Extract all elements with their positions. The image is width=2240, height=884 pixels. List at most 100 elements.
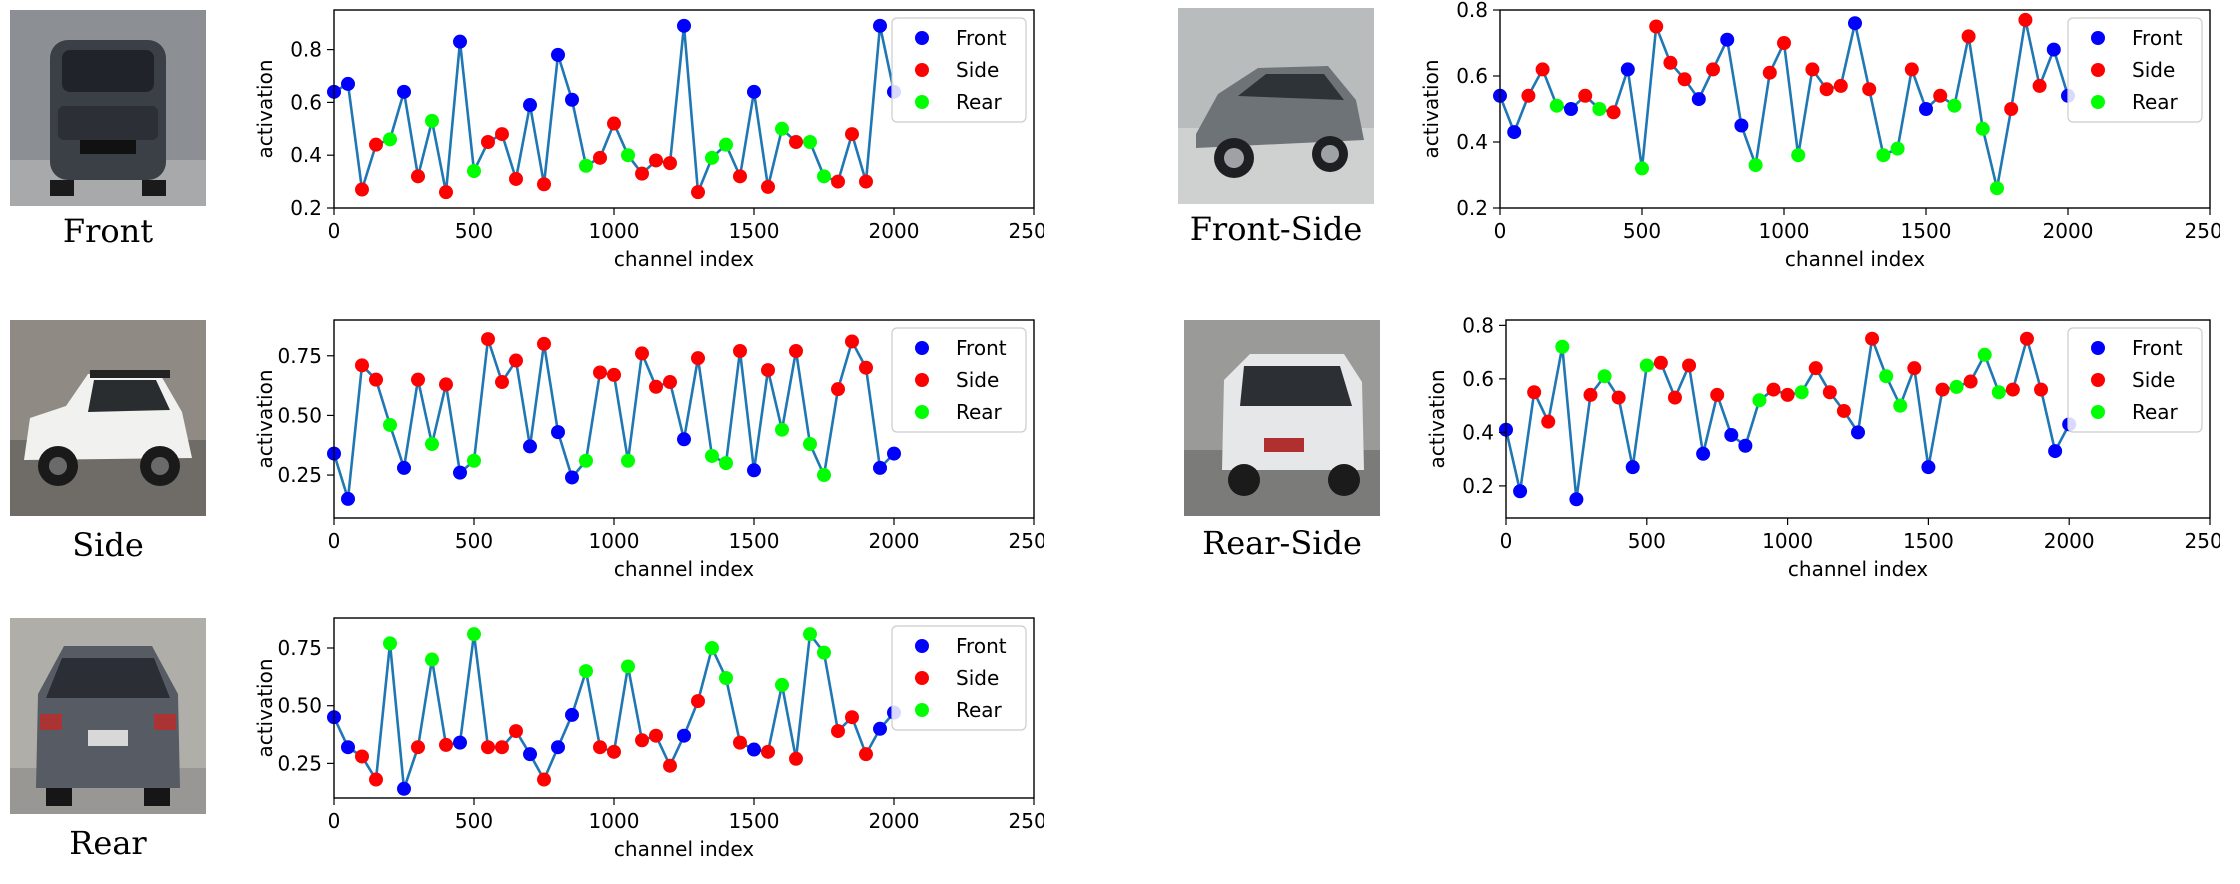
legend-marker-side [915,63,929,77]
data-point-rear [775,422,789,437]
data-point-rear [1975,121,1990,136]
data-point-side [369,137,383,152]
x-tick-label: 1000 [589,219,640,243]
data-point-side [355,749,369,764]
x-tick-label: 1000 [589,809,640,833]
data-point-front [1919,102,1933,116]
data-point-rear [719,671,733,685]
legend-marker-side [915,373,929,387]
data-point-rear [383,132,397,147]
data-point-side [1935,382,1950,397]
x-tick-label: 0 [1500,529,1513,553]
data-point-side [1663,55,1678,70]
data-point-side [1521,88,1536,103]
data-point-front [397,84,411,99]
data-point-side [1535,62,1550,77]
data-point-side [2034,382,2049,397]
data-point-rear [1991,385,2006,400]
data-point-front [523,439,537,454]
y-tick-label: 0.6 [290,90,322,114]
data-point-front [1738,438,1753,453]
data-point-rear [775,677,789,692]
data-point-side [537,177,551,192]
data-point-front [1724,428,1739,443]
data-point-front [747,742,761,757]
y-tick-label: 0.4 [1462,420,1494,444]
data-point-front [873,460,887,475]
data-point-rear [579,158,593,173]
y-tick-label: 0.50 [277,694,322,718]
data-point-rear [1549,98,1564,113]
data-point-side [635,346,649,361]
activation-line [1504,333,2071,500]
x-axis-label: channel index [1785,247,1925,271]
data-point-side [1961,29,1976,44]
data-point-side [859,747,873,762]
data-point-side [439,377,453,392]
data-point-rear [1947,98,1962,113]
data-point-side [845,334,859,349]
legend-label-front: Front [956,26,1007,50]
legend-label-front: Front [956,336,1007,360]
x-tick-label: 0 [328,809,341,833]
data-point-front [873,18,887,33]
data-point-side [1710,387,1725,402]
data-point-side [593,150,607,165]
data-point-side [859,174,873,189]
data-point-side [1836,403,1851,418]
data-point-side [733,344,747,359]
y-axis-label: activation [253,59,277,158]
data-point-side [593,740,607,755]
legend-label-rear: Rear [956,400,1003,424]
data-point-front [887,446,901,461]
x-axis-label: channel index [614,837,754,861]
data-point-side [1762,65,1777,80]
x-tick-label: 500 [455,529,493,553]
data-point-side [607,116,621,131]
data-point-rear [621,659,635,674]
x-tick-label: 1000 [589,529,640,553]
data-point-side [411,169,425,184]
y-tick-label: 0.6 [1462,367,1494,391]
data-point-side [733,169,747,184]
data-point-rear [817,468,831,483]
plot-frame [1499,9,2211,209]
data-point-rear [817,645,831,660]
view-caption: Front [62,212,154,250]
data-point-side [1649,19,1664,34]
data-point-front [551,740,565,755]
legend-label-rear: Rear [2132,400,2179,424]
legend-marker-front [915,341,929,355]
legend-marker-rear [915,703,929,717]
data-point-front [873,721,887,736]
data-point-side [1833,78,1848,93]
data-point-rear [775,121,789,136]
legend-label-side: Side [956,368,999,392]
data-point-side [439,737,453,752]
x-tick-label: 2000 [869,809,920,833]
data-point-side [509,353,523,368]
legend-label-side: Side [956,58,999,82]
view-caption: Rear [69,824,147,862]
data-point-rear [467,164,481,179]
activation-line [332,630,895,790]
data-point-side [1583,387,1598,402]
x-tick-label: 1500 [1901,219,1952,243]
legend-marker-side [2091,373,2105,387]
data-point-rear [383,636,397,651]
data-point-rear [803,437,817,452]
y-tick-label: 0.75 [277,344,322,368]
data-point-side [761,744,775,759]
plot-frame [1505,319,2211,519]
data-point-rear [1791,148,1806,163]
data-point-rear [467,627,481,642]
data-point-side [831,724,845,739]
legend-label-front: Front [956,634,1007,658]
data-point-front [453,34,467,49]
data-point-rear [1977,347,1992,362]
data-point-side [495,375,509,390]
data-point-front [551,47,565,62]
legend-label-side: Side [2132,368,2175,392]
